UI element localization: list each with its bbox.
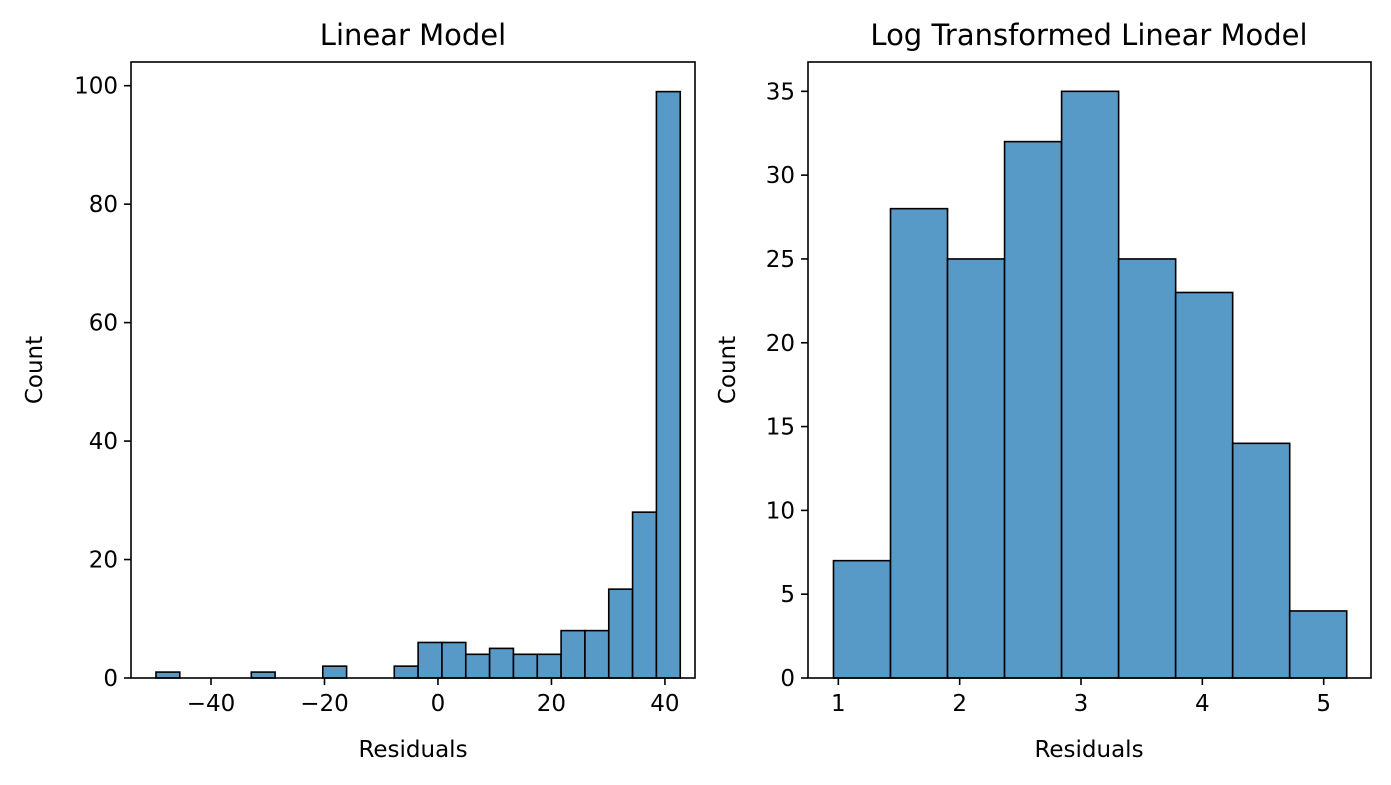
- histogram-bar: [393, 665, 419, 679]
- y-axis-ticks: 0 5 10 15 20 25 30 35: [766, 79, 808, 692]
- histogram-bar: [1060, 90, 1120, 679]
- histogram-bar: [464, 653, 491, 679]
- x-tick-label: −40: [187, 691, 236, 717]
- x-tick-label: 5: [1316, 691, 1331, 717]
- y-tick-label: 15: [766, 415, 795, 441]
- histogram-bar: [155, 671, 181, 679]
- y-tick-label: 35: [766, 79, 795, 105]
- y-tick-label: 10: [766, 498, 795, 524]
- histogram-bar: [1174, 291, 1234, 679]
- histogram-bar: [1231, 442, 1291, 679]
- x-tick-label: −20: [300, 691, 349, 717]
- x-tick-label: 2: [952, 691, 967, 717]
- y-axis-label: Count: [715, 336, 741, 404]
- histogram-bar: [250, 671, 276, 679]
- y-tick-label: 0: [103, 666, 118, 692]
- histogram-bar: [1003, 140, 1063, 679]
- histogram-bar: [488, 647, 515, 679]
- x-tick-label: 40: [650, 691, 679, 717]
- histogram-bar: [631, 511, 658, 679]
- y-tick-label: 100: [74, 74, 118, 100]
- linear-model-panel: Linear Model −40 −20 0 20 40 0 20 40 60 80 100 Re…: [22, 18, 696, 763]
- histogram-bar: [832, 559, 892, 679]
- histogram-bar: [536, 653, 562, 679]
- x-tick-label: 20: [537, 691, 566, 717]
- histogram-bar: [321, 665, 348, 679]
- y-tick-label: 20: [89, 548, 118, 574]
- x-tick-label: 0: [431, 691, 446, 717]
- x-tick-label: 3: [1074, 691, 1089, 717]
- y-tick-label: 60: [89, 311, 118, 337]
- y-tick-label: 30: [766, 163, 795, 189]
- x-axis-ticks: 1 2 3 4 5: [831, 678, 1331, 717]
- y-tick-label: 40: [89, 429, 118, 455]
- histogram-bar: [946, 258, 1006, 679]
- y-tick-label: 5: [780, 582, 795, 608]
- histogram-bars: [832, 90, 1348, 679]
- histogram-bar: [889, 207, 949, 679]
- log-transformed-model-panel: Log Transformed Linear Model 1 2 3 4 5 0 5 10 1…: [715, 18, 1372, 763]
- histogram-bar: [584, 629, 610, 679]
- x-axis-ticks: −40 −20 0 20 40: [187, 678, 680, 717]
- y-tick-label: 20: [766, 331, 795, 357]
- chart-title: Linear Model: [320, 18, 506, 52]
- y-axis-label: Count: [22, 336, 48, 404]
- x-axis-label: Residuals: [1034, 737, 1143, 763]
- plot-frame: [130, 61, 696, 679]
- x-tick-label: 4: [1195, 691, 1210, 717]
- histogram-bar: [607, 588, 634, 679]
- plot-frame: [807, 61, 1372, 679]
- histogram-bar: [512, 653, 539, 679]
- y-axis-ticks: 0 20 40 60 80 100: [74, 74, 131, 692]
- histogram-bar: [1288, 610, 1348, 679]
- y-tick-label: 80: [89, 192, 118, 218]
- histogram-bar: [560, 629, 586, 679]
- histogram-bar: [417, 641, 443, 679]
- y-tick-label: 0: [780, 666, 795, 692]
- histogram-bar: [1117, 258, 1177, 679]
- chart-title: Log Transformed Linear Model: [870, 18, 1307, 52]
- y-tick-label: 25: [766, 247, 795, 273]
- x-tick-label: 1: [831, 691, 846, 717]
- histogram-bar: [655, 90, 682, 679]
- histogram-bar: [441, 641, 467, 679]
- x-axis-label: Residuals: [358, 737, 467, 763]
- histogram-bars: [155, 90, 682, 679]
